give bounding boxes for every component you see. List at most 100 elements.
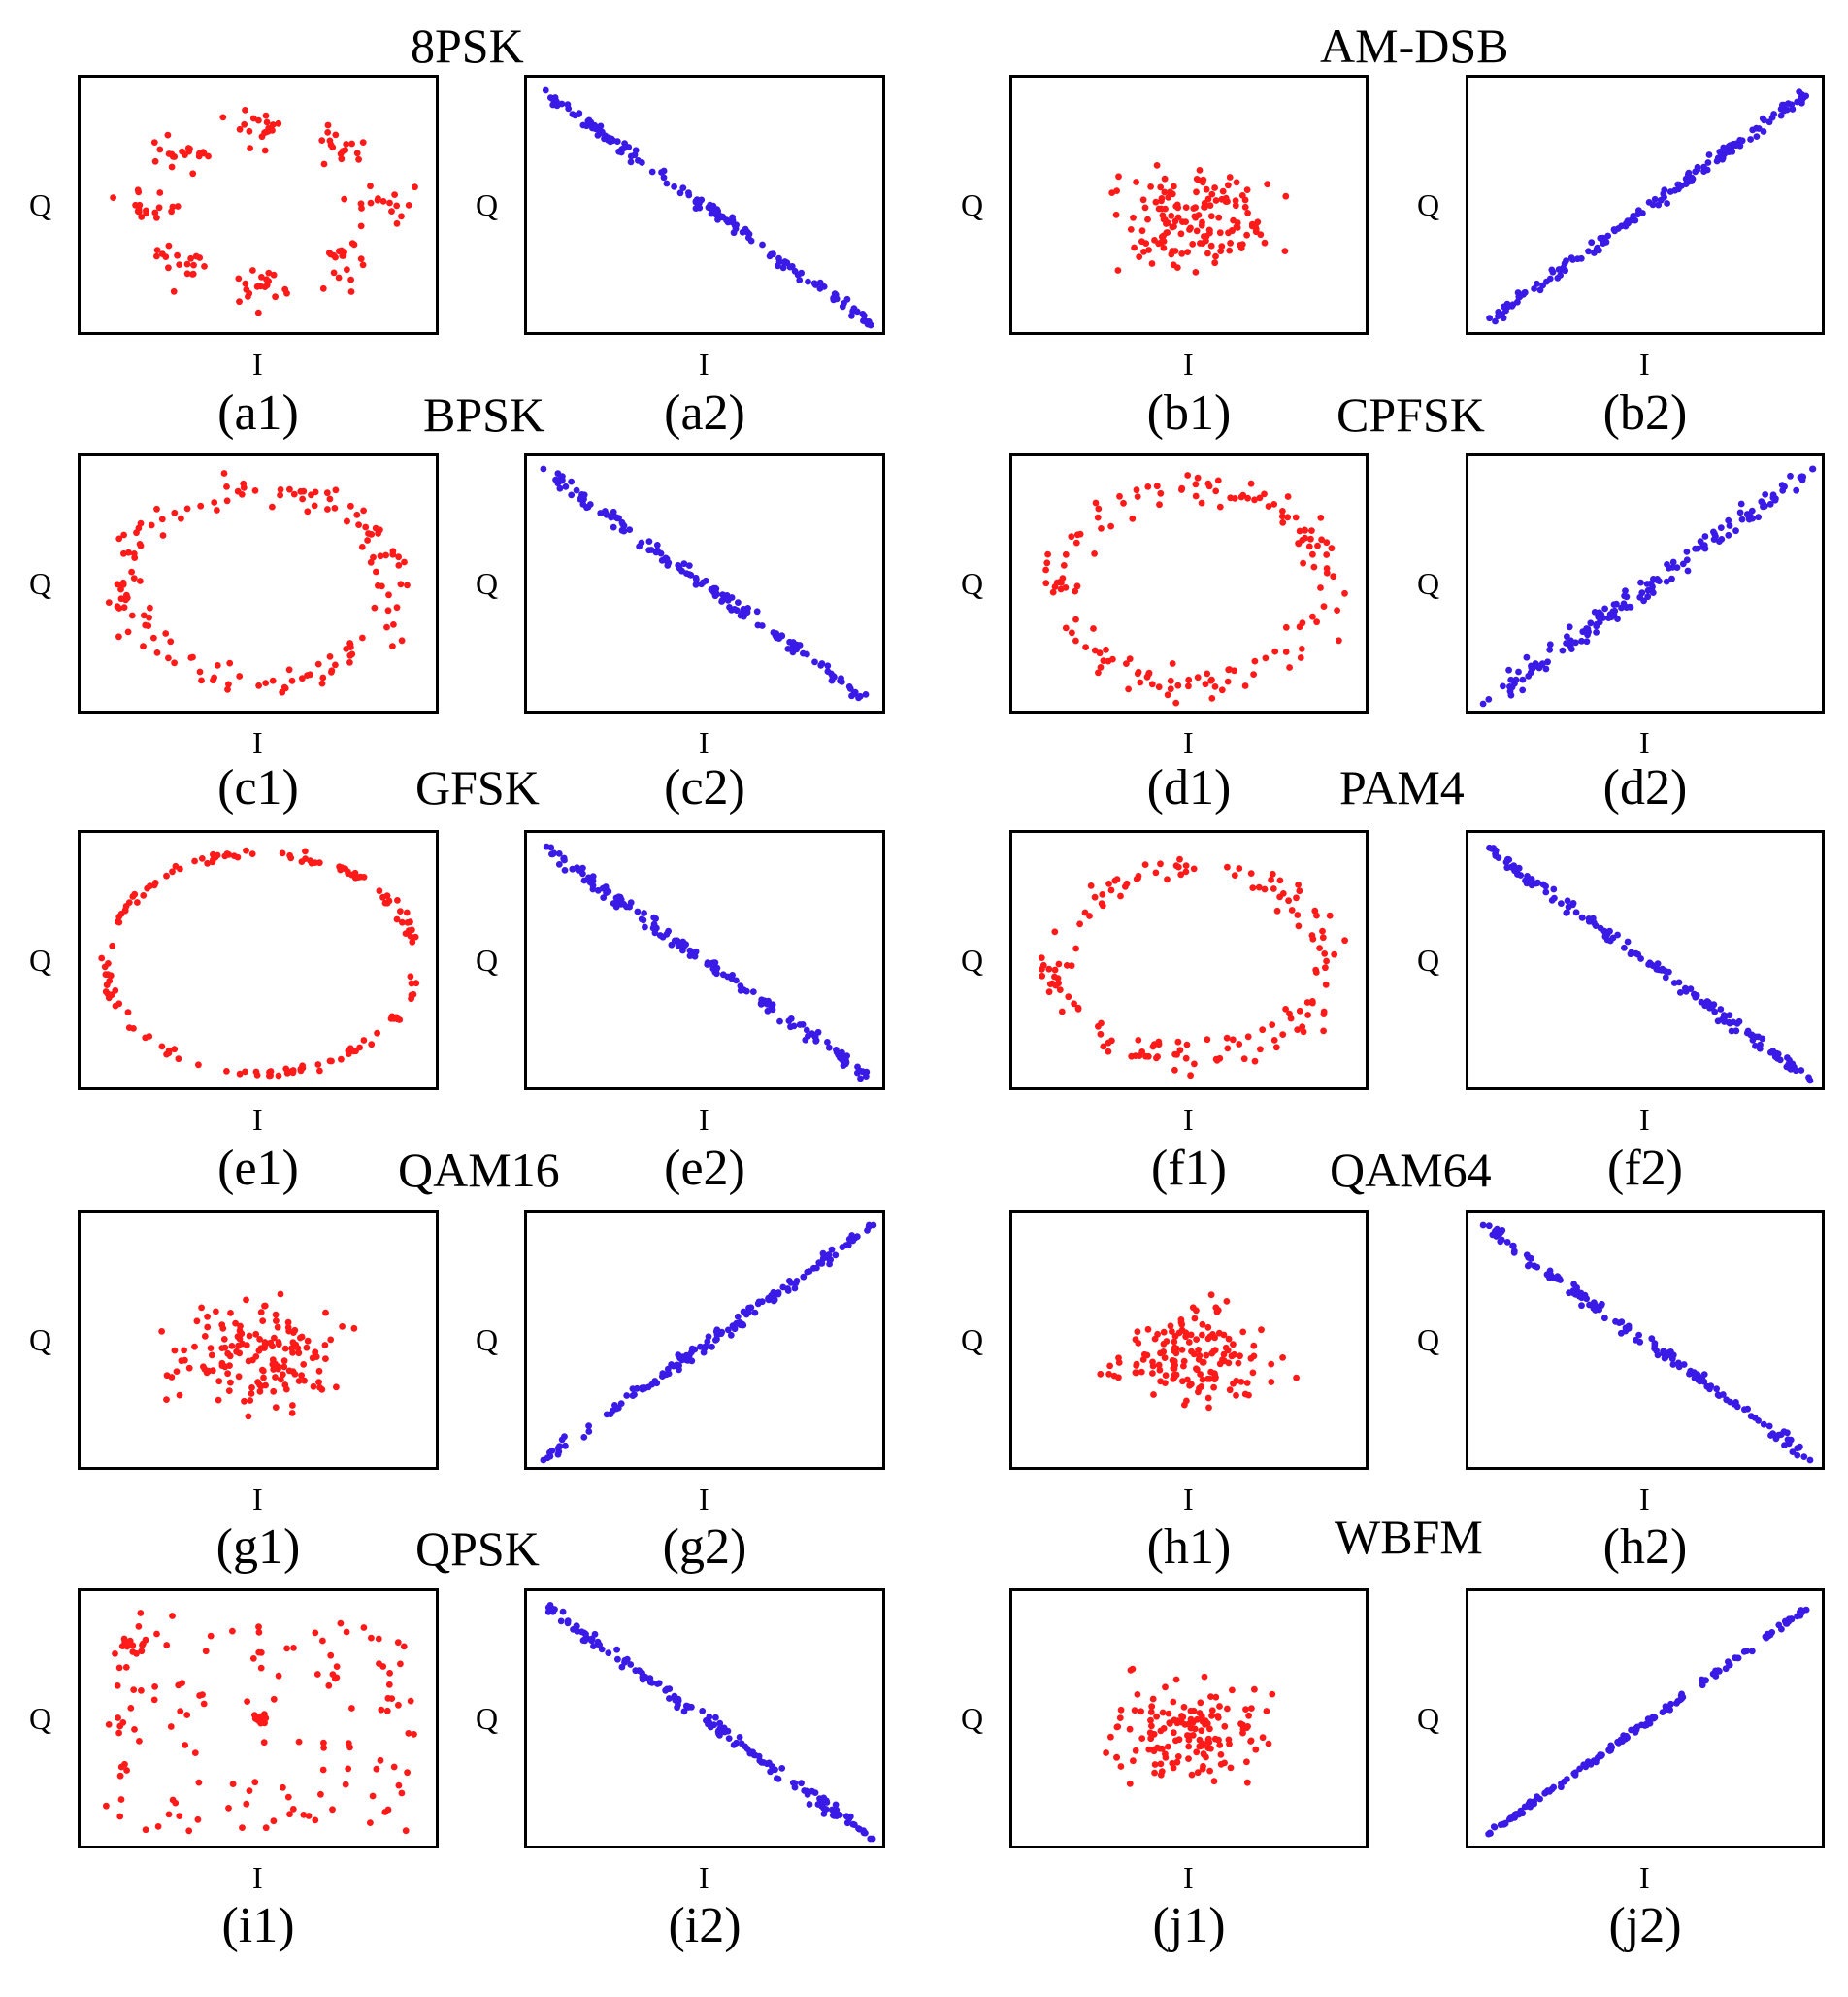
scatter-point xyxy=(1170,1698,1177,1706)
scatter-point xyxy=(1269,1021,1276,1028)
scatter-point xyxy=(1231,1350,1238,1358)
scatter-point xyxy=(1270,1037,1278,1044)
scatter-point xyxy=(262,112,270,119)
scatter-point xyxy=(1098,525,1105,532)
scatter-point xyxy=(1583,1295,1590,1303)
scatter-point xyxy=(1700,1371,1708,1378)
scatter-point xyxy=(1264,181,1271,188)
scatter-point xyxy=(1661,193,1667,201)
scatter-point xyxy=(732,225,740,233)
scatter-point xyxy=(648,168,656,176)
scatter-point xyxy=(580,1636,588,1644)
scatter-point xyxy=(1755,514,1762,521)
scatter-point xyxy=(556,1443,563,1449)
scatter-point xyxy=(256,1387,264,1395)
scatter-point xyxy=(1648,1335,1656,1343)
scatter-point xyxy=(198,677,205,684)
scatter-point xyxy=(1648,961,1655,968)
scatter-point xyxy=(120,549,127,557)
scatter-point xyxy=(1164,876,1171,883)
scatter-point xyxy=(1567,643,1574,649)
scatter-point xyxy=(131,1726,138,1733)
scatter-point xyxy=(737,982,744,990)
scatter-point xyxy=(357,200,365,208)
scatter-point xyxy=(1279,518,1287,526)
scatter-point xyxy=(256,1336,263,1343)
scatter-point xyxy=(171,659,178,667)
scatter-point xyxy=(165,1047,173,1054)
scatter-point xyxy=(707,201,713,209)
scatter-point xyxy=(825,1251,833,1258)
scatter-point xyxy=(1503,1239,1511,1246)
scatter-point xyxy=(1243,186,1251,193)
scatter-point xyxy=(718,214,726,221)
scatter-point xyxy=(633,1384,641,1392)
scatter-point xyxy=(1239,491,1247,499)
scatter-point xyxy=(235,275,243,283)
scatter-point xyxy=(1068,962,1075,970)
scatter-point xyxy=(154,1823,162,1830)
scatter-point xyxy=(1180,1362,1187,1370)
scatter-point xyxy=(1601,1315,1608,1322)
scatter-point xyxy=(116,913,123,920)
scatter-point xyxy=(764,1007,772,1015)
scatter-point xyxy=(1182,868,1190,876)
scatter-point xyxy=(1185,682,1192,690)
scatter-point xyxy=(1184,1376,1191,1383)
scatter-point xyxy=(397,581,405,588)
scatter-point xyxy=(1193,1748,1201,1756)
scatter-point xyxy=(153,1630,160,1638)
scatter-point xyxy=(1528,876,1535,882)
scatter-point xyxy=(1614,931,1621,939)
scatter-point xyxy=(1259,1026,1267,1034)
scatter-point xyxy=(1614,616,1621,622)
scatter-point xyxy=(1207,213,1215,220)
scatter-point xyxy=(736,1734,743,1741)
scatter-point xyxy=(712,1714,719,1721)
scatter-point xyxy=(1258,1326,1265,1334)
scatter-point xyxy=(1309,999,1316,1007)
scatter-point xyxy=(731,1325,739,1333)
scatter-point xyxy=(1073,582,1081,590)
scatter-point xyxy=(1606,937,1614,945)
scatter-point xyxy=(791,1783,799,1791)
scatter-point xyxy=(1225,666,1233,674)
y-axis-label: Q xyxy=(1417,1701,1440,1736)
scatter-point xyxy=(1169,660,1176,667)
scatter-point xyxy=(150,882,158,889)
scatter-point xyxy=(1675,1359,1682,1367)
scatter-point xyxy=(1055,980,1062,987)
scatter-point xyxy=(123,1767,130,1774)
scatter-point xyxy=(1192,481,1200,488)
scatter-point xyxy=(229,1781,237,1787)
scatter-point xyxy=(373,1765,380,1773)
scatter-point xyxy=(719,591,726,598)
scatter-point xyxy=(1230,216,1237,224)
scatter-point xyxy=(383,1707,391,1714)
scatter-point xyxy=(601,135,608,143)
scatter-point xyxy=(1308,527,1315,534)
scatter-point xyxy=(183,270,191,278)
scatter-point xyxy=(1524,1262,1532,1270)
scatter-plot-c2 xyxy=(540,465,870,702)
scatter-point xyxy=(1116,492,1123,500)
scatter-point xyxy=(331,505,339,512)
scatter-point xyxy=(1194,474,1202,482)
scatter-point xyxy=(1169,223,1176,231)
scatter-point xyxy=(319,1766,327,1774)
scatter-point xyxy=(115,1714,121,1721)
scatter-point xyxy=(1170,1729,1177,1737)
subfigure-caption-g2: (g2) xyxy=(662,1519,747,1575)
scatter-point xyxy=(1223,1034,1231,1042)
scatter-point xyxy=(172,1799,180,1807)
scatter-point xyxy=(796,1021,804,1028)
scatter-point xyxy=(316,1067,323,1075)
scatter-point xyxy=(666,1695,673,1702)
scatter-point xyxy=(1073,531,1081,539)
scatter-point xyxy=(245,1413,252,1420)
scatter-point xyxy=(288,1410,296,1416)
scatter-point xyxy=(1199,1742,1205,1749)
scatter-point xyxy=(387,1015,395,1022)
scatter-point xyxy=(382,551,389,559)
scatter-point xyxy=(135,1623,143,1630)
